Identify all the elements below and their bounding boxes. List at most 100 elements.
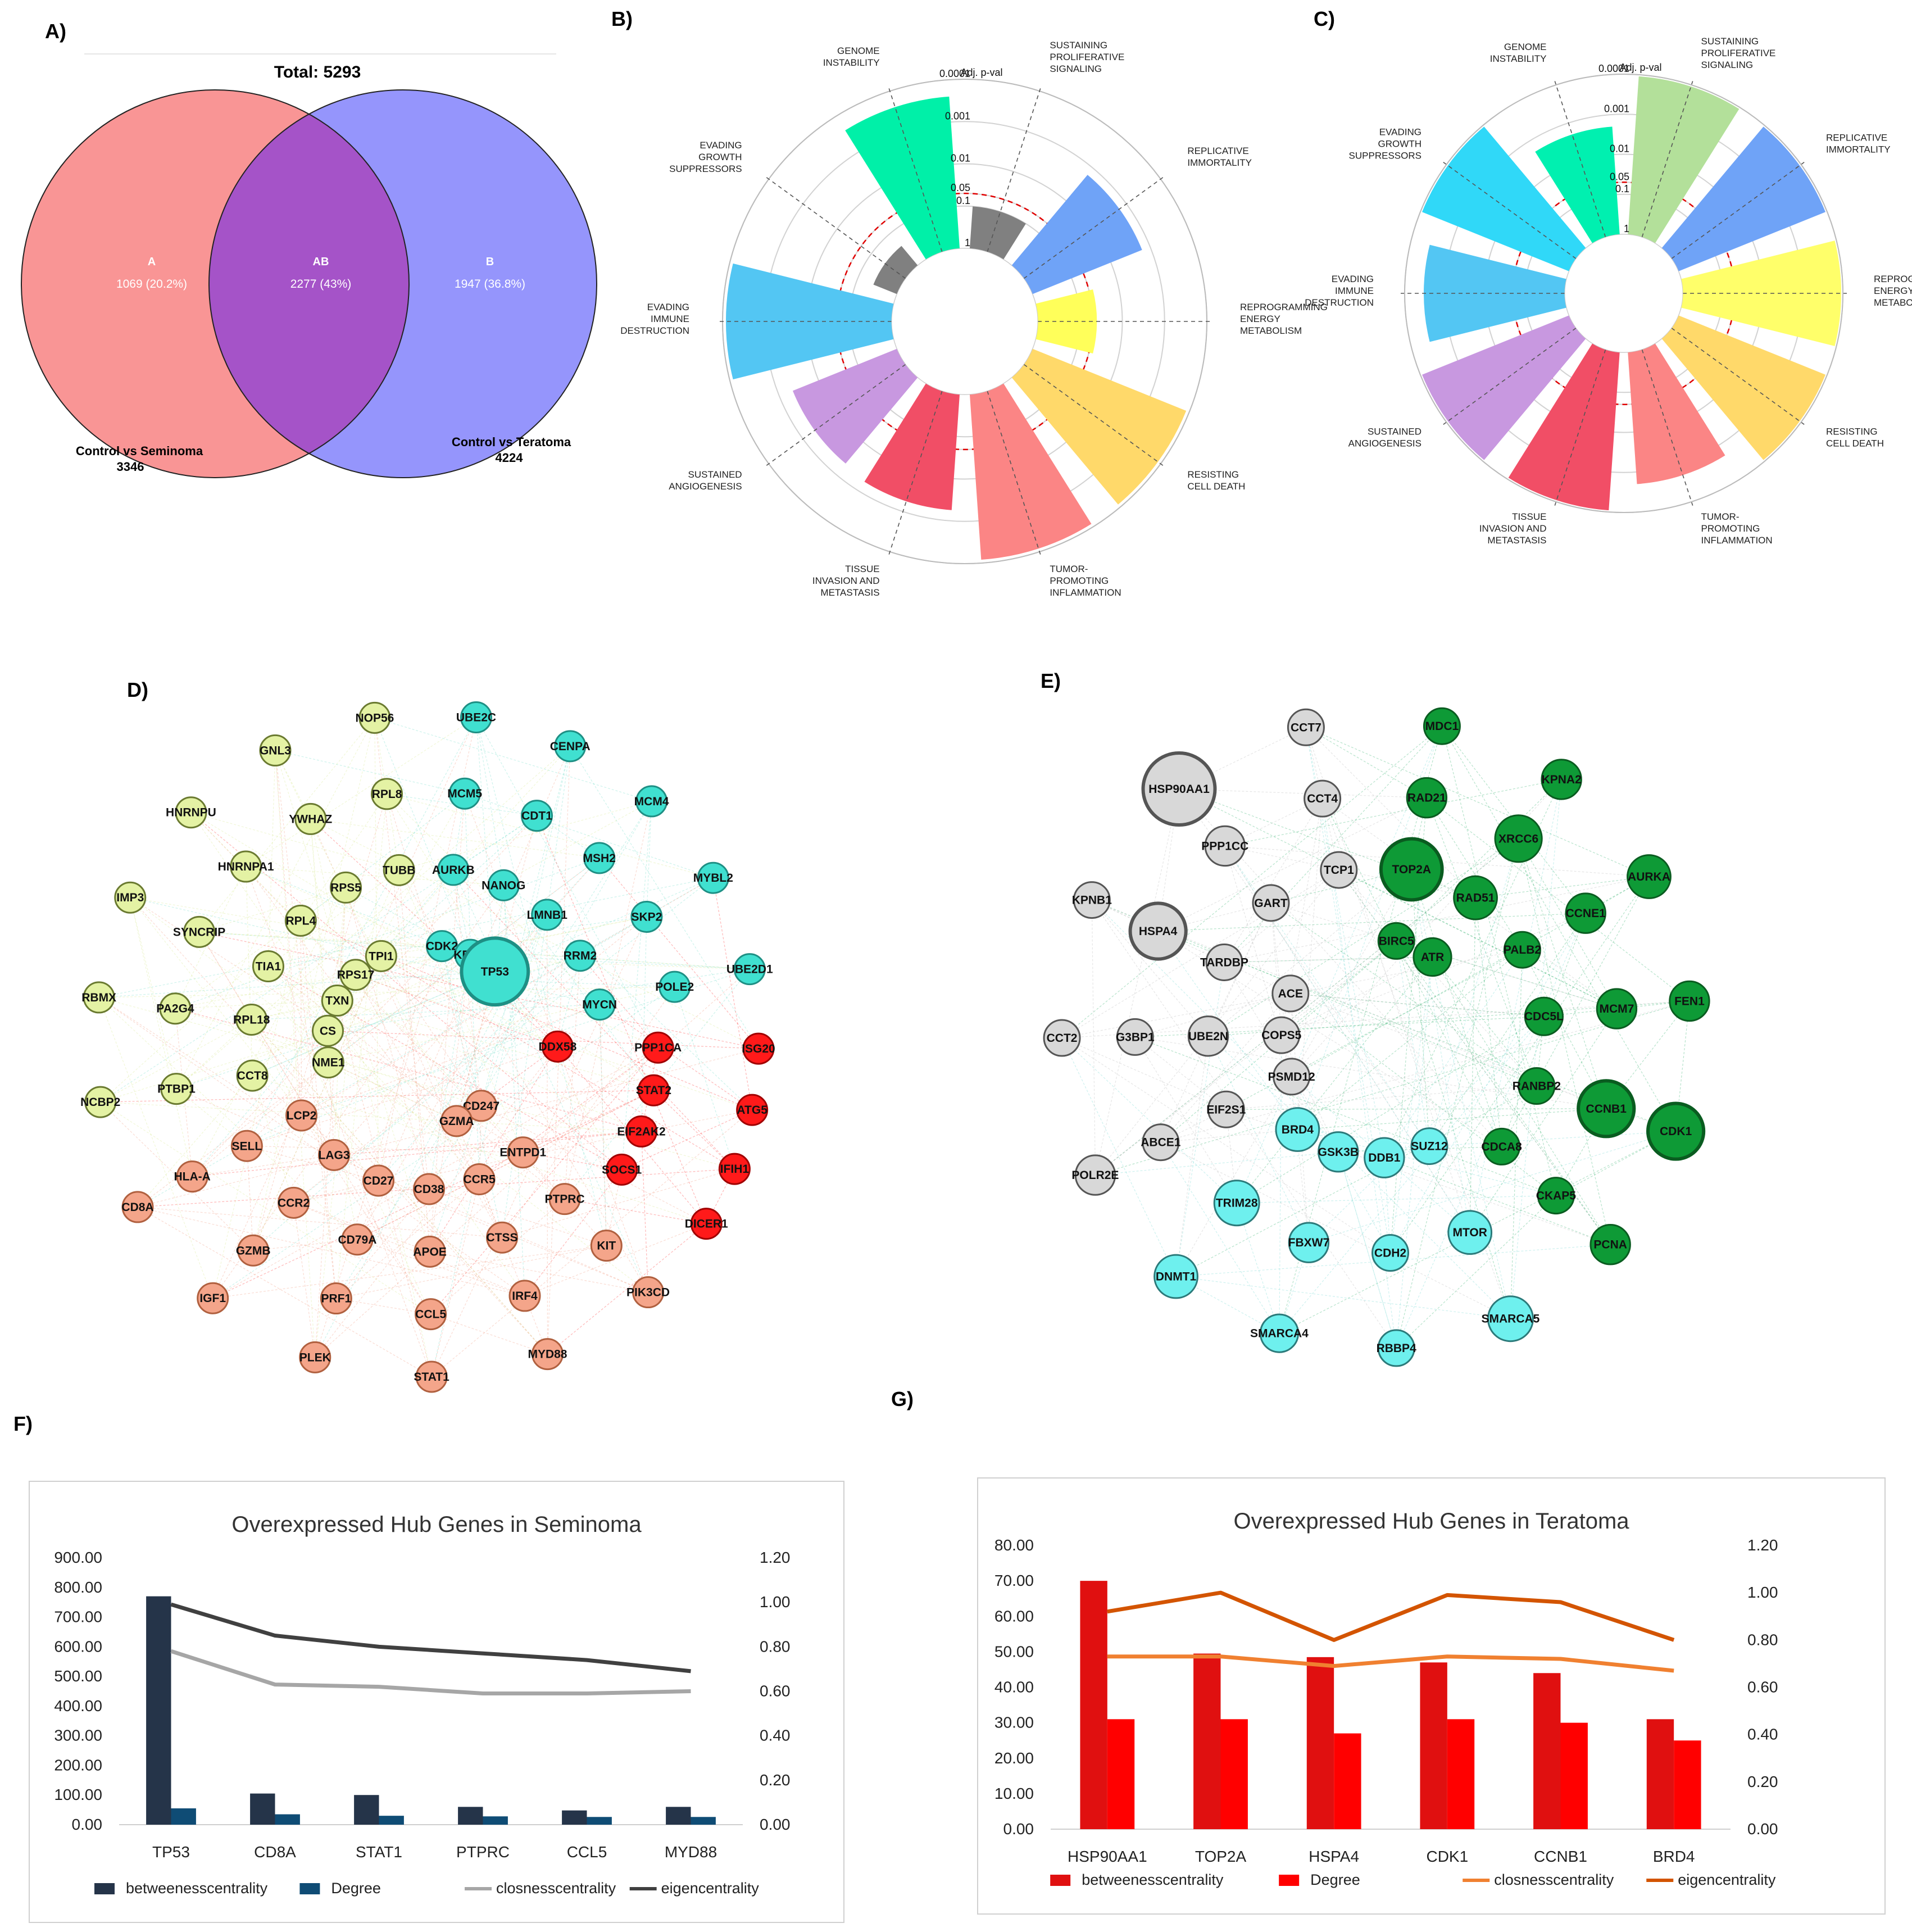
network-node (1503, 931, 1541, 969)
network-edge (212, 1047, 658, 1299)
network-edge (192, 887, 347, 1177)
hallmark-label-line: METASTASIS (1487, 535, 1546, 546)
network-edge (199, 887, 346, 932)
bar (146, 1596, 171, 1825)
network-node (1596, 988, 1638, 1030)
network-edge (579, 955, 658, 1048)
hallmark-label: SUSTAINED ANGIOGENESIS (669, 469, 742, 492)
network-node (1213, 1180, 1260, 1227)
network-node (278, 1186, 310, 1219)
network-edge (1469, 1008, 1617, 1233)
network-edge (247, 1145, 523, 1153)
network-node-label: ACE (1278, 987, 1303, 1000)
network-node-label: TRIM28 (1216, 1197, 1258, 1210)
hallmark-label-line: ENERGY (1874, 285, 1912, 296)
network-edge (199, 718, 375, 932)
network-node-label: RPL4 (285, 914, 316, 927)
network-node-label: IMP3 (116, 891, 144, 904)
hallmark-spoke (1671, 328, 1805, 425)
network-edge (275, 750, 302, 1115)
network-edge (1157, 797, 1427, 932)
hallmark-label-line: IMMUNE (1335, 285, 1374, 296)
network-edge (176, 1030, 328, 1090)
polar-center (1564, 234, 1683, 353)
network-node-label: RBMX (81, 991, 116, 1004)
network-node-label: CD38 (414, 1183, 444, 1196)
network-edge (1160, 1142, 1511, 1319)
polar-outer-ring (1404, 74, 1843, 513)
network-edge (1207, 902, 1271, 1037)
network-node (1273, 1058, 1311, 1096)
bar (587, 1817, 612, 1825)
network-node-label: GZMB (236, 1244, 271, 1257)
network-edge (387, 793, 714, 878)
network-node-label: GNL3 (260, 744, 291, 757)
network-node-label: CTSS (487, 1231, 518, 1244)
network-node-label: STAT2 (636, 1084, 671, 1097)
network-node (1142, 1123, 1180, 1162)
network-node (736, 1094, 769, 1126)
network-edge (399, 801, 652, 870)
network-edge (98, 997, 525, 1296)
bar (1193, 1653, 1221, 1829)
network-node (318, 1139, 351, 1171)
hallmark-label: EVADING GROWTH SUPPRESSORS (1349, 126, 1421, 161)
y-left-tick: 400.00 (54, 1697, 102, 1715)
network-edge (547, 1223, 707, 1355)
network-edge (1224, 869, 1339, 963)
network-edge (137, 1207, 502, 1238)
network-edge (1094, 788, 1180, 1176)
network-node (548, 1183, 581, 1216)
hallmark-label: GENOME INSTABILITY (1490, 42, 1547, 64)
network-edge (1469, 897, 1476, 1233)
hallmark-label: REPLICATIVE IMMORTALITY (1187, 146, 1252, 168)
category-label: CDK1 (1426, 1848, 1468, 1865)
bar (1306, 1657, 1334, 1829)
y-left-tick: 500.00 (54, 1667, 102, 1685)
hallmark-label-line: EVADING (647, 302, 689, 312)
network-edge (355, 974, 675, 987)
network-node (437, 854, 470, 886)
network-node-label: UBE2D1 (726, 963, 773, 976)
network-node (1116, 1018, 1154, 1056)
network-node (1204, 825, 1246, 867)
hallmark-spoke (1443, 162, 1577, 259)
network-node-label: CD8A (121, 1201, 153, 1214)
network-edge (335, 1189, 429, 1299)
network-edge (355, 974, 503, 1238)
network-node (311, 1014, 344, 1047)
network-node (583, 842, 616, 874)
network-edge (1396, 913, 1586, 1349)
network-edge (268, 916, 647, 967)
network-node (299, 1341, 331, 1373)
bar (275, 1814, 300, 1825)
network-edge (1305, 727, 1385, 1158)
hallmark-label-line: INFLAMMATION (1050, 587, 1121, 598)
network-edge (564, 1199, 707, 1224)
bar (1334, 1733, 1361, 1829)
network-edge (268, 966, 480, 1180)
network-node-label: CD79A (338, 1233, 377, 1246)
network-node (1073, 881, 1111, 919)
y-left-tick: 600.00 (54, 1638, 102, 1655)
network-node (1371, 1234, 1410, 1272)
network-edge (1224, 798, 1323, 963)
network-node-label: PLEK (299, 1351, 331, 1364)
network-node-label: COPS5 (1261, 1029, 1302, 1042)
network-edge (374, 718, 379, 1181)
network-edge (1396, 1195, 1556, 1349)
network-edge (1157, 931, 1298, 1130)
chart-title: Overexpressed Hub Genes in Seminoma (231, 1512, 642, 1537)
network-edge (1290, 993, 1544, 1017)
network-node-label: SMARCA5 (1482, 1313, 1540, 1326)
network-node (742, 1032, 775, 1065)
legend-label: eigencentrality (1678, 1871, 1776, 1888)
bar (483, 1816, 508, 1825)
network-edge (481, 1105, 707, 1224)
pval-tick: 0.1 (1615, 183, 1629, 194)
hallmark-label-line: ANGIOGENESIS (669, 481, 742, 492)
hallmark-label-line: INVASION AND (1479, 523, 1547, 534)
network-node (1627, 854, 1672, 899)
network-node (690, 1208, 723, 1240)
network-edge (1338, 1151, 1397, 1349)
